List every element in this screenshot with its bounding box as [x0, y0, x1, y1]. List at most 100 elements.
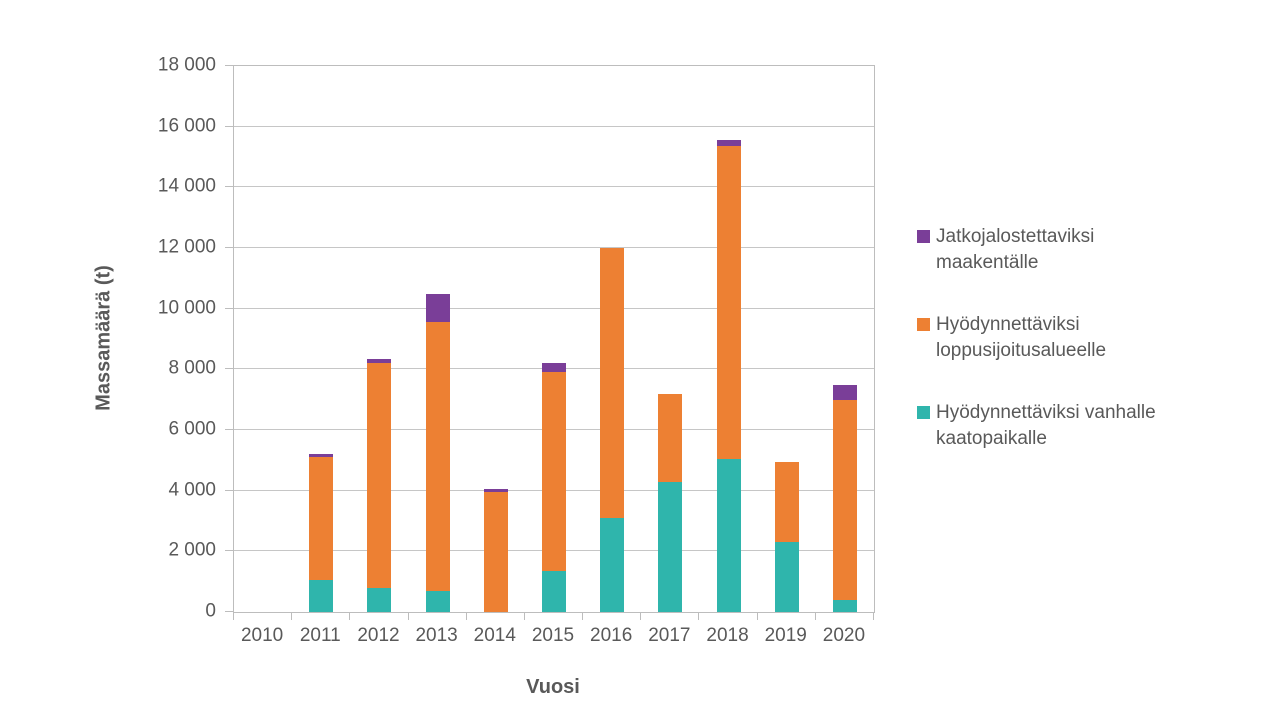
bar-segment [716, 458, 741, 612]
y-tick-label: 8 000 [168, 357, 216, 379]
bar-segment [367, 587, 392, 612]
y-tick-mark [225, 65, 233, 66]
y-tick-label: 12 000 [157, 236, 216, 258]
legend-label: Hyödynnettäviksi vanhalle kaatopaikalle [936, 402, 1156, 449]
bar-stack-2020 [832, 384, 857, 612]
bar-segment [425, 590, 450, 612]
legend-item: Hyödynnettäviksi loppusijoitusalueelle [917, 312, 1175, 364]
x-tick-label: 2017 [648, 625, 691, 646]
y-tick-label: 18 000 [157, 54, 216, 76]
legend-item: Hyödynnettäviksi vanhalle kaatopaikalle [917, 400, 1175, 452]
y-tick-label: 14 000 [157, 175, 216, 197]
bar-segment [367, 358, 392, 364]
bar-stack-2013 [425, 293, 450, 612]
x-tick-label: 2016 [590, 625, 633, 646]
bar-slot-2012 [350, 66, 408, 612]
legend-swatch-icon [917, 406, 930, 419]
gridline [234, 307, 874, 309]
x-tick-label: 2010 [240, 625, 284, 646]
x-tick-mark [582, 612, 584, 620]
legend: Jatkojalostettaviksi maakentälle Hyödynne… [917, 224, 1175, 488]
gridline [234, 247, 874, 248]
gridline [234, 186, 874, 188]
bar-stack-2019 [774, 461, 799, 612]
x-axis-title: Vuosi [526, 676, 580, 698]
bar-stack-2018 [716, 140, 741, 612]
bar-segment [541, 363, 566, 373]
y-tick-mark [225, 489, 233, 491]
bar-slot-2017 [641, 66, 699, 612]
bar-segment [716, 146, 741, 459]
x-tick-label: 2019 [764, 625, 807, 646]
bar-segment [425, 322, 450, 591]
y-tick-label: 10 000 [157, 297, 216, 319]
y-tick-mark [225, 125, 233, 127]
x-tick-label: 2018 [706, 625, 749, 646]
plot-area [233, 65, 875, 613]
bar-stack-2014 [483, 489, 508, 612]
bar-slot-2013 [409, 66, 467, 612]
y-tick-mark [225, 550, 233, 552]
x-tick-label: 2014 [473, 625, 516, 646]
bar-slot-2019 [758, 66, 816, 612]
y-tick-mark [225, 368, 233, 370]
bar-slot-2020 [816, 66, 874, 612]
bar-segment [483, 492, 508, 612]
y-tick-label: 0 [205, 600, 216, 622]
y-tick-label: 6 000 [168, 418, 216, 440]
bar-stack-2017 [658, 393, 683, 612]
bar-segment [832, 384, 857, 400]
bar-segment [309, 454, 334, 458]
x-tick-mark [814, 612, 816, 620]
y-tick-mark [225, 186, 233, 188]
x-tick-mark [291, 612, 293, 620]
x-tick-mark [233, 612, 234, 620]
y-tick-mark [225, 611, 233, 612]
bar-stack-2011 [309, 454, 334, 612]
legend-item: Jatkojalostettaviksi maakentälle [917, 224, 1175, 276]
x-tick-mark [873, 612, 874, 620]
x-tick-mark [756, 612, 758, 620]
bar-segment [309, 580, 334, 612]
bar-stack-2012 [367, 358, 392, 612]
x-tick-label: 2012 [357, 625, 400, 646]
x-tick-label: 2013 [415, 625, 458, 646]
bar-slot-2014 [467, 66, 525, 612]
bar-stack-2015 [541, 363, 566, 612]
bar-segment [367, 363, 392, 588]
x-tick-label: 2015 [531, 625, 575, 646]
legend-swatch-icon [917, 318, 930, 331]
bar-stack-2016 [600, 248, 625, 612]
bar-slot-2015 [525, 66, 583, 612]
x-tick-mark [640, 612, 642, 620]
bar-segment [774, 542, 799, 612]
x-tick-mark [407, 612, 409, 620]
bar-slot-2016 [583, 66, 641, 612]
bar-slot-2011 [292, 66, 350, 612]
y-tick-label: 4 000 [168, 479, 216, 501]
y-tick-mark [225, 247, 233, 248]
x-tick-mark [698, 612, 700, 620]
x-tick-mark [523, 612, 525, 620]
bar-slot-2018 [699, 66, 757, 612]
bar-segment [541, 571, 566, 612]
x-tick-label: 2020 [822, 625, 866, 646]
bar-segment [600, 248, 625, 518]
bar-slot-2010 [234, 66, 292, 612]
x-tick-label: 2011 [299, 625, 341, 646]
bar-segment [832, 599, 857, 612]
legend-swatch-icon [917, 230, 930, 243]
bar-segment [658, 481, 683, 612]
bar-segment [658, 393, 683, 482]
bar-segment [600, 517, 625, 612]
legend-label: Jatkojalostettaviksi maakentälle [936, 226, 1095, 273]
gridline [234, 125, 874, 127]
y-tick-mark [225, 429, 233, 430]
bar-segment [774, 461, 799, 543]
y-tick-mark [225, 307, 233, 309]
x-tick-mark [349, 612, 351, 620]
y-tick-label: 2 000 [168, 539, 216, 561]
y-tick-label: 16 000 [157, 115, 216, 137]
legend-label: Hyödynnettäviksi loppusijoitusalueelle [936, 314, 1107, 361]
